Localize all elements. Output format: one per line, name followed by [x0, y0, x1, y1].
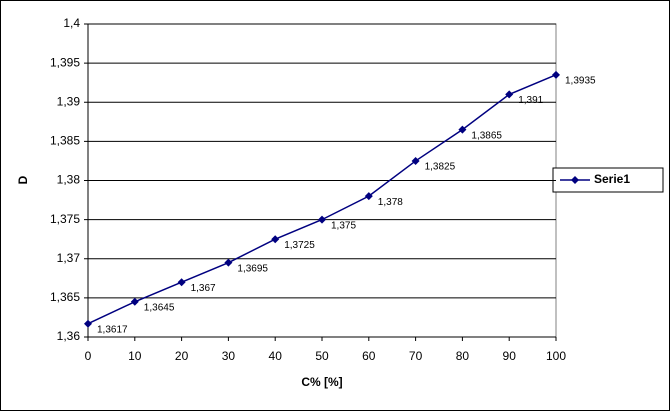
y-tick-label: 1,39 — [57, 94, 81, 108]
y-tick-label: 1,385 — [50, 134, 80, 148]
y-tick-label: 1,4 — [63, 16, 80, 30]
data-label: 1,3935 — [565, 76, 596, 87]
marker — [84, 319, 92, 328]
y-axis-label: D — [16, 175, 30, 184]
legend-marker — [571, 176, 579, 184]
x-tick-label: 0 — [85, 349, 92, 363]
x-tick-label: 50 — [315, 349, 329, 363]
x-tick-label: 10 — [128, 349, 142, 363]
marker — [458, 125, 467, 134]
marker — [552, 70, 560, 79]
x-tick-label: 40 — [269, 349, 283, 363]
x-tick-label: 60 — [362, 349, 376, 363]
x-tick-label: 20 — [175, 349, 189, 363]
y-tick-label: 1,395 — [50, 55, 80, 69]
marker — [411, 156, 420, 165]
data-label: 1,391 — [518, 95, 543, 106]
data-label: 1,3825 — [425, 162, 456, 173]
y-tick-label: 1,36 — [57, 329, 81, 343]
x-tick-label: 100 — [546, 349, 566, 363]
data-label: 1,367 — [191, 283, 216, 294]
x-tick-label: 70 — [409, 349, 423, 363]
y-tick-label: 1,37 — [57, 251, 81, 265]
marker — [271, 235, 280, 244]
marker — [364, 192, 373, 201]
data-label: 1,375 — [331, 220, 356, 231]
data-label: 1,3725 — [284, 240, 315, 251]
marker — [177, 278, 186, 287]
y-tick-label: 1,365 — [50, 290, 80, 304]
data-label: 1,3865 — [471, 130, 502, 141]
data-label: 1,3695 — [237, 263, 268, 274]
legend-label: Serie1 — [594, 172, 630, 186]
y-tick-label: 1,375 — [50, 212, 80, 226]
marker — [224, 258, 233, 267]
marker — [318, 215, 326, 224]
data-label: 1,378 — [378, 197, 403, 208]
x-axis-label: C% [%] — [301, 375, 342, 389]
x-tick-label: 80 — [456, 349, 470, 363]
data-label: 1,3617 — [97, 324, 128, 335]
marker — [505, 90, 514, 99]
y-tick-label: 1,38 — [57, 173, 81, 187]
x-tick-label: 90 — [503, 349, 517, 363]
x-tick-label: 30 — [222, 349, 236, 363]
marker — [130, 297, 139, 306]
data-label: 1,3645 — [144, 302, 175, 313]
